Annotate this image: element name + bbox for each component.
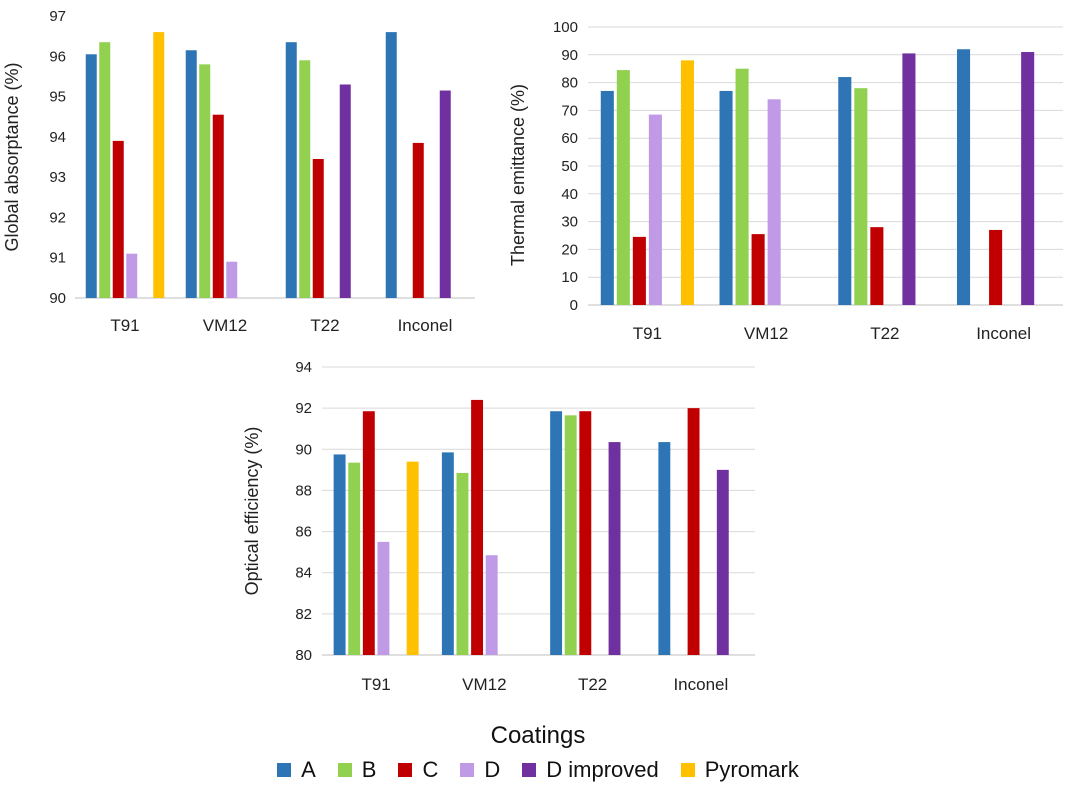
- y-tick-label: 92: [49, 209, 66, 226]
- y-tick-label: 0: [570, 297, 578, 314]
- x-category-label: Inconel: [976, 324, 1031, 343]
- bar-c-vm12: [212, 114, 224, 298]
- y-axis-title: Thermal emittance (%): [508, 84, 528, 266]
- bar-d-t91: [648, 114, 662, 305]
- bar-d-improved-t22: [339, 84, 351, 299]
- bar-a-vm12: [185, 50, 197, 298]
- y-tick-label: 20: [561, 241, 578, 258]
- bar-c-inconel: [687, 408, 700, 655]
- bar-pyromark-t91: [406, 461, 419, 655]
- bar-d-improved-inconel: [1021, 52, 1035, 305]
- y-axis-title: Global absorptance (%): [2, 62, 22, 251]
- bar-d-improved-t22: [608, 442, 621, 655]
- bar-b-t22: [299, 60, 311, 299]
- y-tick-label: 80: [295, 647, 312, 664]
- bar-c-vm12: [471, 399, 484, 655]
- bar-c-inconel: [412, 142, 424, 298]
- y-tick-label: 91: [49, 250, 66, 267]
- bar-a-t22: [838, 77, 852, 305]
- y-tick-label: 80: [561, 75, 578, 92]
- y-axis-title: Optical efficiency (%): [242, 427, 262, 596]
- bar-a-inconel: [658, 442, 671, 655]
- y-tick-label: 95: [49, 89, 66, 106]
- bar-b-vm12: [199, 64, 211, 298]
- bar-d-improved-inconel: [716, 469, 729, 655]
- bar-b-t22: [854, 88, 868, 305]
- bar-b-t22: [564, 415, 577, 655]
- x-category-label: T22: [578, 675, 607, 694]
- bar-d-vm12: [767, 99, 781, 305]
- y-tick-label: 30: [561, 214, 578, 231]
- x-category-label: T22: [310, 316, 339, 335]
- x-category-label: T91: [633, 324, 662, 343]
- bar-d-improved-inconel: [439, 90, 451, 298]
- x-category-label: Inconel: [673, 675, 728, 694]
- y-tick-label: 94: [295, 359, 312, 376]
- y-tick-label: 50: [561, 158, 578, 175]
- bar-b-vm12: [735, 68, 749, 305]
- bar-a-t91: [600, 90, 614, 305]
- y-tick-label: 88: [295, 482, 312, 499]
- bar-a-t22: [550, 411, 563, 655]
- bar-pyromark-t91: [680, 60, 694, 305]
- bar-a-t22: [285, 42, 297, 298]
- bar-c-t22: [870, 227, 884, 305]
- bar-b-t91: [616, 70, 630, 305]
- bar-a-t91: [85, 54, 97, 298]
- bar-a-vm12: [719, 90, 733, 305]
- bar-a-t91: [333, 454, 346, 655]
- y-tick-label: 97: [49, 8, 66, 25]
- bar-c-t22: [312, 159, 324, 298]
- x-category-label: VM12: [744, 324, 788, 343]
- bar-c-t91: [112, 140, 124, 298]
- bar-a-inconel: [957, 49, 971, 305]
- y-tick-label: 94: [49, 129, 66, 146]
- y-tick-label: 40: [561, 186, 578, 203]
- x-category-label: VM12: [203, 316, 247, 335]
- bar-a-inconel: [385, 32, 397, 299]
- y-tick-label: 100: [553, 19, 578, 36]
- chart-2: 0 10 20 30 40 50 60 70 80 90 100 T91 VM12 T22 Inconel T…: [508, 19, 1063, 343]
- y-tick-label: 84: [295, 565, 312, 582]
- bar-c-t91: [632, 236, 646, 305]
- bar-c-inconel: [989, 229, 1003, 305]
- bar-pyromark-t91: [153, 32, 165, 299]
- y-tick-label: 90: [561, 47, 578, 64]
- chart-1: 90 91 92 93 94 95 96 97 T91 VM12 T22 Inconel Global …: [2, 8, 475, 335]
- bar-d-t91: [377, 541, 390, 655]
- y-tick-label: 60: [561, 130, 578, 147]
- bar-b-t91: [348, 462, 361, 655]
- y-tick-label: 70: [561, 102, 578, 119]
- y-tick-label: 86: [295, 524, 312, 541]
- bar-a-vm12: [441, 452, 454, 655]
- y-tick-label: 96: [49, 48, 66, 65]
- x-category-label: T91: [110, 316, 139, 335]
- bar-c-t91: [362, 411, 375, 655]
- x-category-label: T22: [870, 324, 899, 343]
- y-tick-label: 93: [49, 169, 66, 186]
- y-tick-label: 92: [295, 400, 312, 417]
- y-tick-label: 82: [295, 606, 312, 623]
- y-tick-label: 10: [561, 269, 578, 286]
- bar-c-t22: [579, 411, 592, 655]
- y-tick-label: 90: [295, 441, 312, 458]
- x-category-label: Inconel: [398, 316, 453, 335]
- bar-c-vm12: [751, 234, 765, 305]
- y-tick-label: 90: [49, 290, 66, 307]
- bar-d-vm12: [226, 261, 238, 298]
- bar-d-vm12: [485, 555, 498, 655]
- bar-b-vm12: [456, 472, 469, 655]
- chart-3: 80 82 84 86 88 90 92 94 T91 VM12 T22 Inconel Optical…: [242, 359, 755, 694]
- bar-d-improved-t22: [902, 53, 916, 305]
- bar-b-t91: [99, 42, 111, 298]
- x-category-label: VM12: [462, 675, 506, 694]
- bar-d-t91: [126, 253, 138, 298]
- x-category-label: T91: [361, 675, 390, 694]
